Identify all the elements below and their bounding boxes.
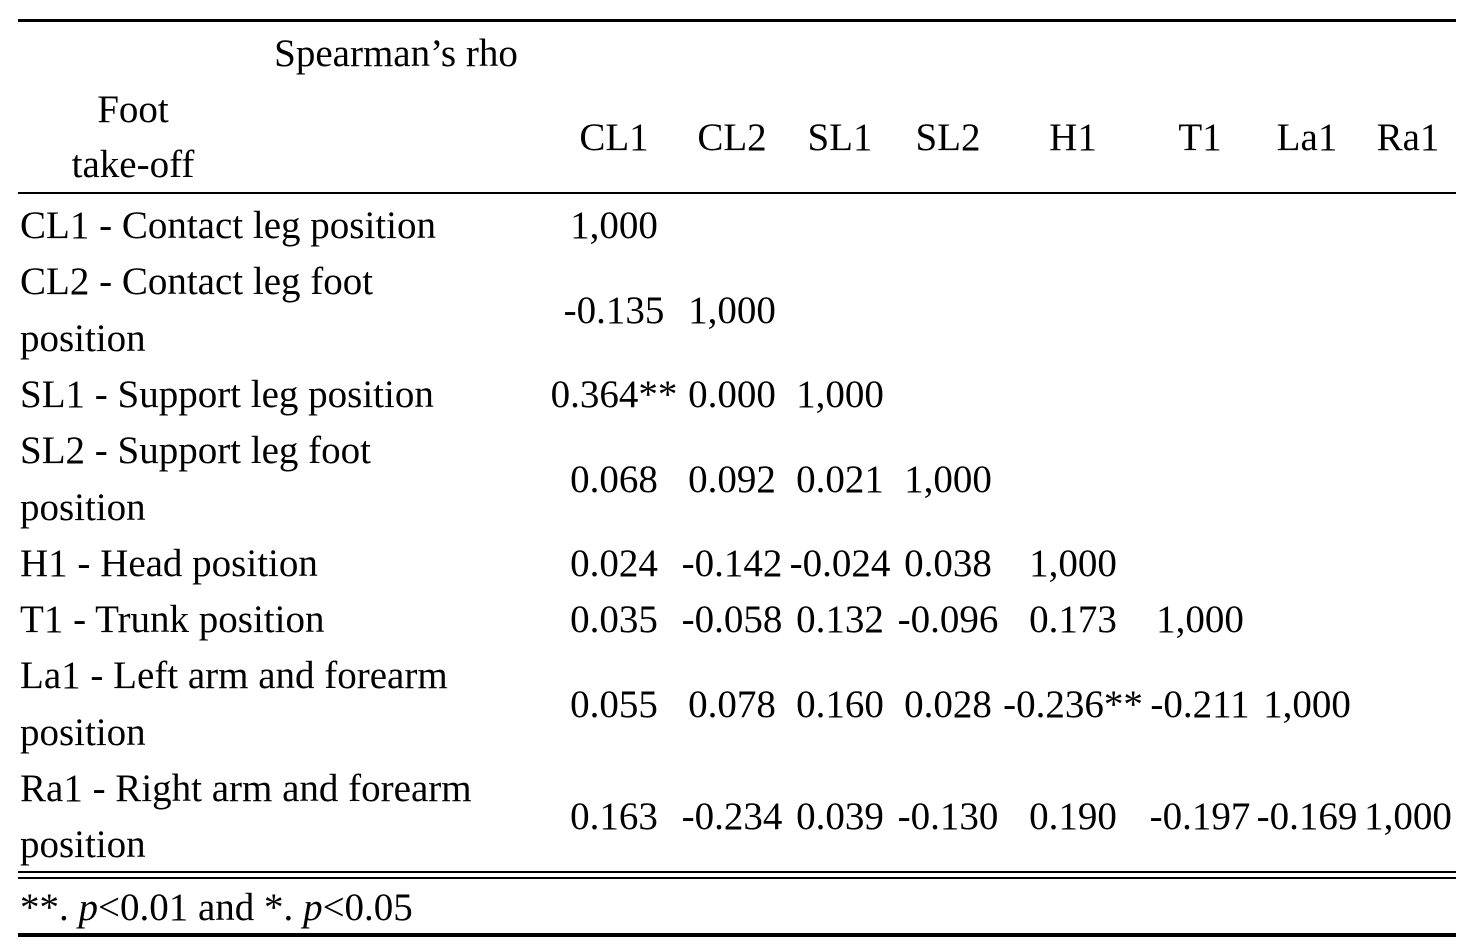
- cell: 0.000: [688, 373, 776, 417]
- row-label: SL2 - Support leg foot: [20, 429, 371, 473]
- cell: 0.024: [570, 541, 658, 585]
- body-rule: [18, 877, 1456, 879]
- cell: 0.055: [570, 682, 658, 726]
- footnote-part: <0.01 and *.: [98, 886, 304, 929]
- cell: -0.135: [563, 288, 665, 332]
- cell: 0.078: [688, 682, 776, 726]
- cell: 1,000: [904, 457, 992, 501]
- cell: 0.068: [570, 457, 658, 501]
- cell: -0.096: [897, 598, 999, 642]
- column-header: H1: [1049, 116, 1097, 159]
- cell: -0.130: [897, 795, 999, 839]
- cell: -0.236**: [1003, 682, 1143, 726]
- cell: -0.058: [681, 598, 783, 642]
- row-label: CL2 - Contact leg foot: [20, 260, 374, 304]
- cell: 0.021: [796, 457, 884, 501]
- cell: 1,000: [688, 288, 776, 332]
- row-label: Ra1 - Right arm and forearm: [20, 767, 472, 810]
- column-header: Ra1: [1376, 116, 1440, 159]
- cell: 1,000: [1364, 795, 1452, 839]
- cell: 0.092: [688, 457, 776, 501]
- column-header: CL2: [697, 116, 767, 159]
- cell: 1,000: [1263, 682, 1351, 726]
- column-header: SL1: [807, 116, 873, 159]
- column-header: La1: [1276, 116, 1338, 159]
- column-header: CL1: [579, 116, 649, 159]
- cell: 1,000: [570, 204, 658, 248]
- cell: 0.038: [904, 541, 992, 585]
- body-rule: [18, 871, 1456, 873]
- cell: -0.024: [789, 541, 891, 585]
- footnote-part: **.: [20, 886, 79, 929]
- cell: 0.039: [796, 795, 884, 839]
- cell: -0.197: [1149, 795, 1251, 839]
- cell: 1,000: [1029, 541, 1117, 585]
- column-header: SL2: [915, 116, 981, 159]
- footnote-part: p: [303, 886, 323, 929]
- row-label: H1 - Head position: [20, 541, 318, 585]
- cell: 0.364**: [550, 373, 678, 417]
- header-rule: [18, 192, 1456, 194]
- footnote-part: <0.05: [322, 886, 413, 929]
- cell: 0.163: [570, 795, 658, 839]
- cell: 0.028: [904, 682, 992, 726]
- row-label: T1 - Trunk position: [20, 598, 325, 642]
- row-header: take-off: [71, 143, 195, 186]
- cell: -0.234: [681, 795, 783, 839]
- column-header: T1: [1178, 116, 1222, 159]
- row-header: Foot: [97, 88, 169, 131]
- cell: 1,000: [1156, 598, 1244, 642]
- footnote-part: p: [78, 886, 99, 929]
- row-label: CL1 - Contact leg position: [20, 204, 436, 247]
- bottom-rule: [18, 933, 1456, 937]
- row-label: position: [20, 823, 146, 867]
- cell: 0.132: [796, 598, 884, 642]
- cell: -0.169: [1256, 795, 1358, 839]
- row-label: position: [20, 710, 146, 754]
- row-label: SL1 - Support leg position: [20, 372, 434, 416]
- corner-title: Spearman’s rho: [274, 32, 518, 75]
- cell: 0.160: [796, 682, 884, 726]
- cell: 0.173: [1029, 598, 1117, 642]
- footnote: **. p<0.01 and *. p<0.05: [20, 880, 413, 936]
- row-label: position: [20, 316, 146, 360]
- cell: 0.035: [570, 598, 658, 642]
- top-rule: [18, 19, 1456, 22]
- row-label: La1 - Left arm and forearm: [20, 654, 448, 698]
- row-label: position: [20, 485, 146, 529]
- cell: 1,000: [796, 373, 884, 417]
- cell: -0.211: [1150, 682, 1250, 726]
- cell: -0.142: [681, 541, 783, 585]
- cell: 0.190: [1029, 795, 1117, 839]
